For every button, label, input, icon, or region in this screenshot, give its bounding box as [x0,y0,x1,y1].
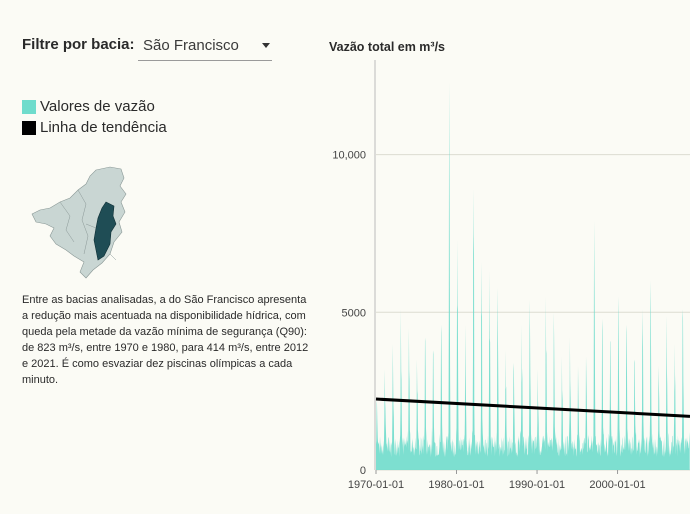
basin-map [31,166,127,279]
y-tick-label: 10,000 [332,150,366,162]
x-tick-label: 1990-01-01 [509,479,565,490]
basin-filter-value: São Francisco [143,37,239,54]
legend-label-flow: Valores de vazão [40,98,155,115]
chevron-down-icon [262,43,270,48]
series-trend-line [375,397,690,418]
filter-label: Filtre por bacia: [22,36,135,53]
legend-label-trend: Linha de tendência [40,119,167,136]
x-tick-label: 2000-01-01 [589,479,645,490]
series-flow-area [376,82,690,470]
chart-title: Vazão total em m³/s [329,40,446,54]
basin-map-sao-francisco [93,201,117,261]
flow-chart: 0 5000 10,000 1970-01-01 1980-01-01 1990-01-0… [332,60,690,490]
legend-item-flow: Valores de vazão [22,96,167,117]
legend-swatch-trend [22,120,36,135]
y-tick-label: 0 [360,465,366,477]
y-tick-label: 5000 [342,307,366,319]
description-text: Entre as bacias analisadas, a do São Fra… [22,294,309,386]
x-tick-label: 1970-01-01 [348,479,404,490]
basin-map-borders [59,189,117,261]
legend-item-trend: Linha de tendência [22,117,167,138]
basin-filter-select[interactable]: São Francisco [138,30,272,61]
legend: Valores de vazão Linha de tendência [22,96,167,138]
x-tick-label: 1980-01-01 [428,479,484,490]
legend-swatch-flow [22,99,36,114]
